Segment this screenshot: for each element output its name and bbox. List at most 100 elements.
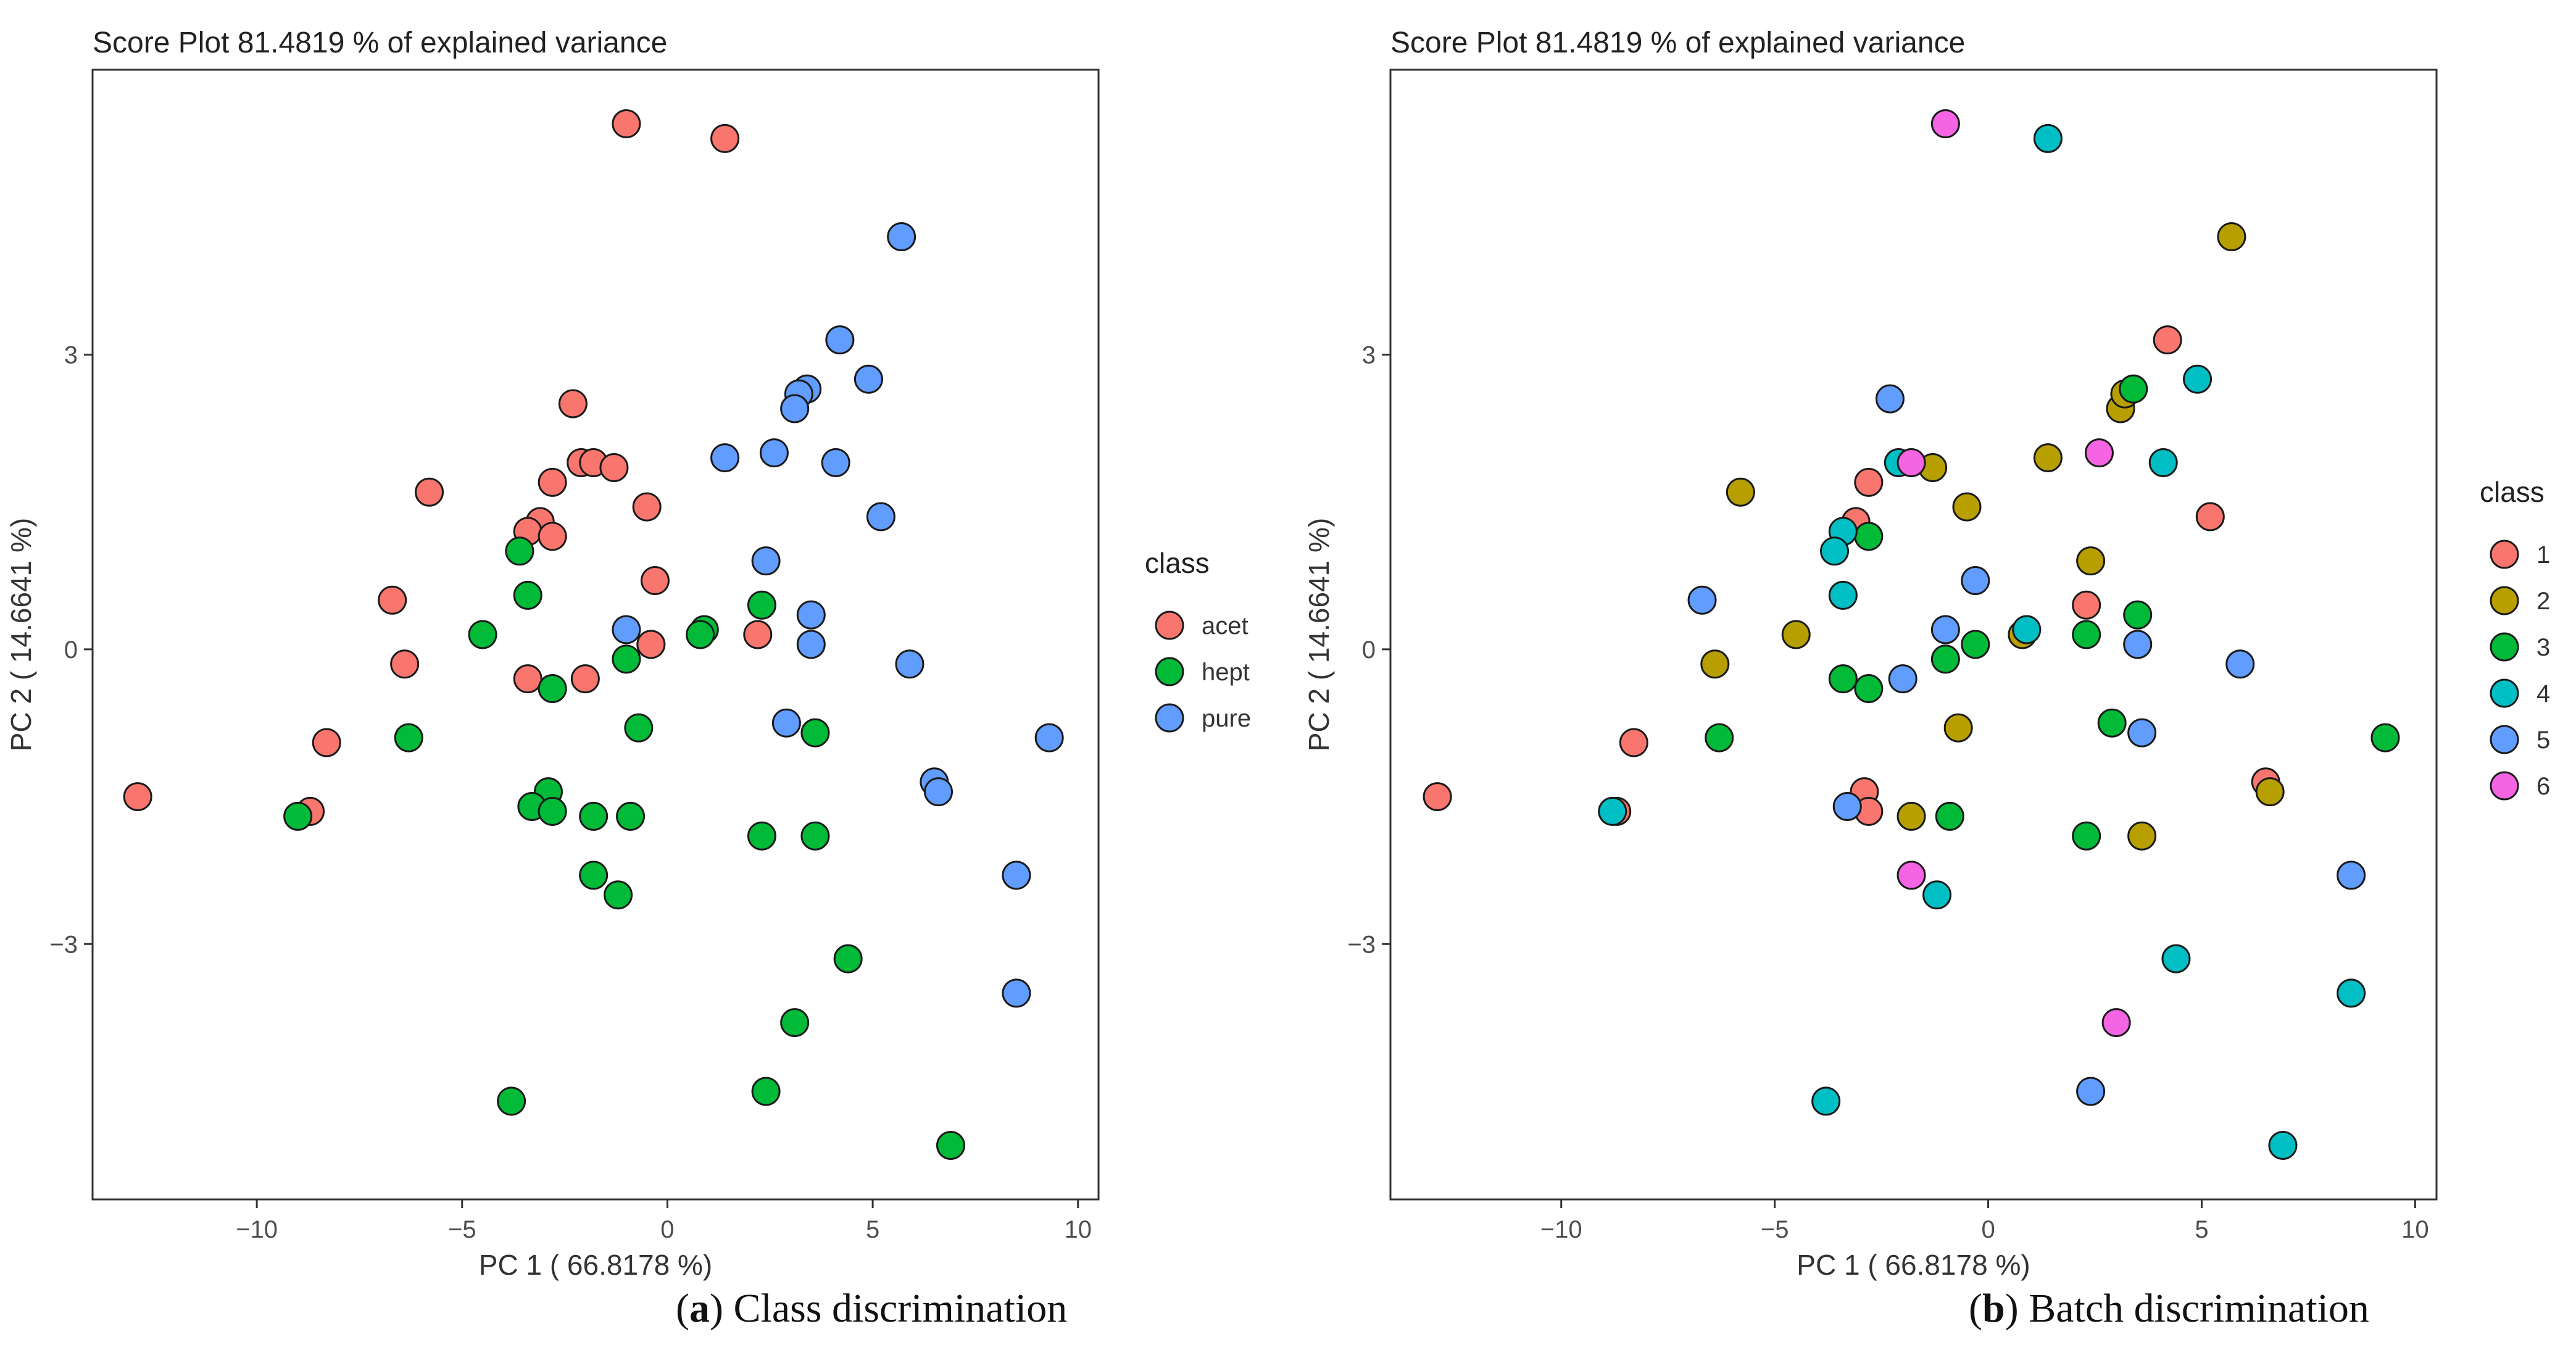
x-tick-label: 5 <box>866 1216 879 1243</box>
x-tick-label: −5 <box>1761 1216 1789 1243</box>
legend-label-pure: pure <box>1202 705 1251 732</box>
data-point-pure <box>924 777 954 807</box>
legend-label-5: 5 <box>2537 727 2550 754</box>
caption-a: (a) Class discrimination <box>676 1286 1068 1331</box>
x-tick-label: 0 <box>660 1216 674 1243</box>
data-point-hept <box>468 620 497 649</box>
data-point-2 <box>2127 821 2157 851</box>
legend-key-6 <box>2490 771 2519 801</box>
data-point-3 <box>2097 708 2127 738</box>
data-point-hept <box>616 801 646 831</box>
data-point-acet <box>710 123 740 153</box>
data-point-hept <box>624 713 654 743</box>
data-point-acet <box>378 585 407 615</box>
data-point-acet <box>743 620 773 649</box>
data-point-hept <box>283 801 313 831</box>
legend-title: class <box>1145 547 1210 579</box>
data-point-2 <box>1700 649 1730 679</box>
data-point-acet <box>570 664 600 694</box>
data-point-pure <box>1034 723 1064 752</box>
data-point-hept <box>686 620 715 649</box>
data-point-hept <box>936 1130 965 1160</box>
legend-label-6: 6 <box>2537 773 2550 800</box>
data-point-pure <box>710 443 740 473</box>
y-tick-label: 0 <box>64 636 78 664</box>
data-point-5 <box>2123 630 2153 659</box>
caption-b-text: Batch discrimination <box>2018 1286 2369 1331</box>
data-point-hept <box>513 580 542 610</box>
data-point-acet <box>538 467 567 497</box>
data-point-5 <box>2337 861 2366 890</box>
data-point-pure <box>1002 861 1031 890</box>
x-tick-label: −10 <box>236 1216 278 1243</box>
data-point-acet <box>312 728 341 757</box>
data-point-5 <box>1888 664 1917 694</box>
data-point-4 <box>1598 796 1627 826</box>
data-point-pure <box>866 502 895 531</box>
data-point-pure <box>771 708 801 738</box>
data-point-1 <box>1423 782 1452 812</box>
data-point-4 <box>1828 580 1858 610</box>
data-point-4 <box>2033 123 2063 153</box>
data-point-5 <box>2076 1077 2106 1106</box>
y-tick-label: 0 <box>1362 636 1376 664</box>
panel-a: Score Plot 81.4819 % of explained varian… <box>5 27 1251 1281</box>
data-point-3 <box>1961 630 1990 659</box>
data-point-2 <box>1781 620 1811 649</box>
data-point-4 <box>2337 978 2366 1008</box>
caption-b: (b) Batch discrimination <box>1969 1286 2369 1331</box>
data-point-pure <box>796 630 826 659</box>
legend-label-2: 2 <box>2537 588 2550 615</box>
plot-frame <box>91 69 1100 1201</box>
legend-key-acet <box>1155 611 1184 640</box>
legend-label-1: 1 <box>2537 541 2550 569</box>
x-tick-label: 0 <box>1981 1216 1995 1243</box>
y-axis-label: PC 2 ( 14.6641 %) <box>1303 518 1335 751</box>
data-point-3 <box>2119 374 2148 404</box>
data-point-1 <box>1854 467 1884 497</box>
data-point-pure <box>751 546 781 576</box>
data-point-1 <box>2195 502 2225 531</box>
data-point-5 <box>1930 615 1960 644</box>
data-point-4 <box>2161 944 2191 973</box>
data-point-2 <box>1943 713 1973 743</box>
legend-key-hept <box>1155 657 1184 686</box>
x-tick-label: 10 <box>1064 1216 1092 1243</box>
data-point-hept <box>751 1077 781 1106</box>
legend-title: class <box>2480 476 2545 508</box>
caption-a-letter: a <box>689 1286 710 1331</box>
data-point-pure <box>612 615 641 644</box>
data-point-hept <box>747 821 776 851</box>
data-point-5 <box>1961 565 1990 595</box>
legend-key-5 <box>2490 725 2519 754</box>
data-point-4 <box>2268 1130 2298 1160</box>
data-point-4 <box>1922 880 1952 910</box>
data-point-hept <box>612 644 641 674</box>
data-point-3 <box>2123 600 2153 630</box>
data-point-3 <box>1854 522 1884 551</box>
x-tick-label: 10 <box>2401 1216 2429 1243</box>
data-point-3 <box>2072 620 2101 649</box>
legend-key-3 <box>2490 632 2519 662</box>
data-point-3 <box>1935 801 1964 831</box>
data-point-acet <box>558 389 588 419</box>
x-tick-label: −5 <box>448 1216 476 1243</box>
data-point-3 <box>1930 644 1960 674</box>
data-point-3 <box>2370 723 2400 752</box>
data-point-6 <box>2084 438 2114 468</box>
plot-frame <box>1389 69 2438 1201</box>
data-point-4 <box>2012 615 2042 644</box>
legend-label-3: 3 <box>2537 634 2550 661</box>
data-point-6 <box>1897 448 1926 478</box>
data-point-pure <box>1002 978 1031 1008</box>
data-point-hept <box>604 880 633 910</box>
data-point-pure <box>796 600 826 630</box>
data-point-acet <box>390 649 420 679</box>
data-point-acet <box>415 477 444 507</box>
caption-a-text: Class discrimination <box>723 1286 1068 1331</box>
data-point-6 <box>2101 1008 2131 1038</box>
chart-title: Score Plot 81.4819 % of explained varian… <box>1390 27 1965 59</box>
data-point-4 <box>1811 1086 1841 1116</box>
data-point-5 <box>1832 791 1862 821</box>
